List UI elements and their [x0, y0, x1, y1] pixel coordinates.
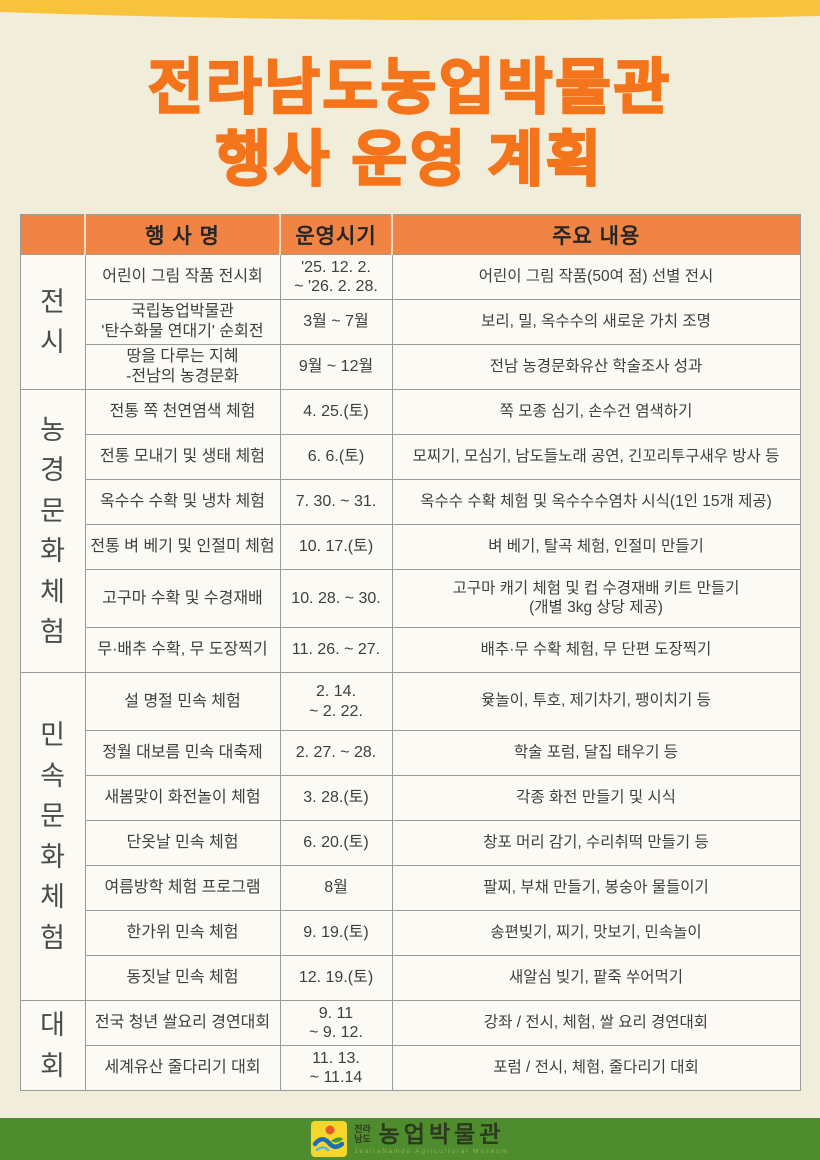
content-cell: 어린이 그림 작품(50여 점) 선별 전시	[391, 254, 801, 300]
poster-title: 전라남도농업박물관 행사 운영 계획	[0, 52, 820, 196]
period-cell: 11. 26. ~ 27.	[279, 627, 393, 673]
table-row: 땅을 다루는 지혜 -전남의 농경문화 9월 ~ 12월 전남 농경문화유산 학…	[20, 344, 801, 390]
event-name-cell: 동짓날 민속 체험	[84, 955, 281, 1001]
footer-bar: 전라남도 농업박물관 JeollaNamdo Agricultural Muse…	[0, 1118, 820, 1160]
event-name-cell: 설 명절 민속 체험	[84, 672, 281, 731]
event-name-cell: 전국 청년 쌀요리 경연대회	[84, 1000, 281, 1046]
event-name-cell: 국립농업박물관 '탄수화물 연대기' 순회전	[84, 299, 281, 345]
content-cell: 보리, 밀, 옥수수의 새로운 가치 조명	[391, 299, 801, 345]
table-row: 전통 벼 베기 및 인절미 체험 10. 17.(토) 벼 베기, 탈곡 체험,…	[20, 524, 801, 570]
period-cell: 4. 25.(토)	[279, 389, 393, 435]
table-row: 농경문화체험 전통 쪽 천연염색 체험 4. 25.(토) 쪽 모종 심기, 손…	[19, 389, 801, 673]
event-name-cell: 정월 대보름 민속 대축제	[84, 730, 281, 776]
content-cell: 윷놀이, 투호, 제기차기, 팽이치기 등	[391, 672, 801, 731]
content-cell: 벼 베기, 탈곡 체험, 인절미 만들기	[391, 524, 801, 570]
table-row: 여름방학 체험 프로그램 8월 팔찌, 부채 만들기, 봉숭아 물들이기	[20, 865, 801, 911]
period-header: 운영시기	[279, 214, 393, 255]
table-row: 국립농업박물관 '탄수화물 연대기' 순회전 3월 ~ 7월 보리, 밀, 옥수…	[20, 299, 801, 345]
event-name-cell: 세계유산 줄다리기 대회	[84, 1045, 281, 1091]
category-cell-farming-culture: 농경문화체험	[19, 389, 86, 673]
logo-subtitle-label: JeollaNamdo Agricultural Museum	[354, 1148, 509, 1155]
category-header-cell	[19, 214, 86, 255]
period-cell: 11. 13. ~ 11.14	[279, 1045, 393, 1091]
period-cell: 12. 19.(토)	[279, 955, 393, 1001]
table-row: 동짓날 민속 체험 12. 19.(토) 새알심 빚기, 팥죽 쑤어먹기	[20, 955, 801, 1001]
period-cell: 9월 ~ 12월	[279, 344, 393, 390]
event-name-cell: 전통 쪽 천연염색 체험	[84, 389, 281, 435]
category-label: 민속문화체험	[40, 720, 65, 953]
poster-title-line1: 전라남도농업박물관	[147, 53, 672, 123]
content-header: 주요 내용	[391, 214, 801, 255]
table-row: 새봄맞이 화전놀이 체험 3. 28.(토) 각종 화전 만들기 및 시식	[20, 775, 801, 821]
content-cell: 창포 머리 감기, 수리취떡 만들기 등	[391, 820, 801, 866]
category-label: 대회	[40, 1010, 65, 1081]
table-row: 정월 대보름 민속 대축제 2. 27. ~ 28. 학술 포럼, 달집 태우기…	[20, 730, 801, 776]
period-cell: 2. 27. ~ 28.	[279, 730, 393, 776]
table-row: 고구마 수확 및 수경재배 10. 28. ~ 30. 고구마 캐기 체험 및 …	[20, 569, 801, 628]
period-cell: 9. 19.(토)	[279, 910, 393, 956]
event-name-cell: 전통 모내기 및 생태 체험	[84, 434, 281, 480]
content-cell: 전남 농경문화유산 학술조사 성과	[391, 344, 801, 390]
content-cell: 고구마 캐기 체험 및 컵 수경재배 키트 만들기 (개별 3kg 상당 제공)	[391, 569, 801, 628]
museum-logo-icon	[311, 1121, 348, 1157]
period-cell: 6. 6.(토)	[279, 434, 393, 480]
event-name-cell: 전통 벼 베기 및 인절미 체험	[84, 524, 281, 570]
table-row: 대회 전국 청년 쌀요리 경연대회 9. 11 ~ 9. 12. 강좌 / 전시…	[19, 1000, 801, 1091]
category-cell-competition: 대회	[19, 1000, 86, 1091]
table-row: 무·배추 수확, 무 도장찍기 11. 26. ~ 27. 배추·무 수확 체험…	[20, 627, 801, 673]
logo-title-label: 농업박물관	[378, 1121, 505, 1147]
table-row: 전통 모내기 및 생태 체험 6. 6.(토) 모찌기, 모심기, 남도들노래 …	[20, 434, 801, 480]
event-name-cell: 여름방학 체험 프로그램	[84, 865, 281, 911]
top-band-decoration	[0, 0, 820, 21]
event-name-cell: 어린이 그림 작품 전시회	[84, 254, 281, 300]
category-label: 전시	[40, 286, 65, 358]
content-cell: 쪽 모종 심기, 손수건 염색하기	[391, 389, 801, 435]
period-cell: 10. 28. ~ 30.	[279, 569, 393, 628]
content-cell: 강좌 / 전시, 체험, 쌀 요리 경연대회	[391, 1000, 801, 1046]
event-name-cell: 고구마 수확 및 수경재배	[84, 569, 281, 628]
category-cell-exhibition: 전시	[19, 254, 86, 390]
museum-logo-text: 전라남도 농업박물관 JeollaNamdo Agricultural Muse…	[354, 1121, 509, 1156]
table-row: 전시 어린이 그림 작품 전시회 '25. 12. 2. ~ '26. 2. 2…	[19, 254, 801, 390]
event-name-cell: 한가위 민속 체험	[84, 910, 281, 956]
table-row: 단옷날 민속 체험 6. 20.(토) 창포 머리 감기, 수리취떡 만들기 등	[20, 820, 801, 866]
museum-logo: 전라남도 농업박물관 JeollaNamdo Agricultural Muse…	[311, 1121, 508, 1157]
period-cell: 6. 20.(토)	[279, 820, 393, 866]
content-cell: 옥수수 수확 체험 및 옥수수수염차 시식(1인 15개 제공)	[391, 479, 801, 525]
table-header-row: 행 사 명 운영시기 주요 내용	[19, 214, 801, 255]
period-cell: 10. 17.(토)	[279, 524, 393, 570]
content-cell: 각종 화전 만들기 및 시식	[391, 775, 801, 821]
content-cell: 배추·무 수확 체험, 무 단편 도장찍기	[391, 627, 801, 673]
table-row: 한가위 민속 체험 9. 19.(토) 송편빚기, 찌기, 맛보기, 민속놀이	[20, 910, 801, 956]
content-cell: 모찌기, 모심기, 남도들노래 공연, 긴꼬리투구새우 방사 등	[391, 434, 801, 480]
period-cell: 9. 11 ~ 9. 12.	[279, 1000, 393, 1046]
content-cell: 새알심 빚기, 팥죽 쑤어먹기	[391, 955, 801, 1001]
content-cell: 포럼 / 전시, 체험, 줄다리기 대회	[391, 1045, 801, 1091]
table-row: 민속문화체험 설 명절 민속 체험 2. 14. ~ 2. 22. 윷놀이, 투…	[19, 672, 801, 1001]
event-name-cell: 땅을 다루는 지혜 -전남의 농경문화	[84, 344, 281, 390]
event-name-cell: 옥수수 수확 및 냉차 체험	[84, 479, 281, 525]
period-cell: 2. 14. ~ 2. 22.	[279, 672, 393, 731]
event-name-cell: 새봄맞이 화전놀이 체험	[84, 775, 281, 821]
table-row: 옥수수 수확 및 냉차 체험 7. 30. ~ 31. 옥수수 수확 체험 및 …	[20, 479, 801, 525]
table-row: 세계유산 줄다리기 대회 11. 13. ~ 11.14 포럼 / 전시, 체험…	[20, 1045, 801, 1091]
period-cell: 3월 ~ 7월	[279, 299, 393, 345]
logo-region-label: 전라남도	[354, 1123, 371, 1144]
period-cell: 8월	[279, 865, 393, 911]
content-cell: 팔찌, 부채 만들기, 봉숭아 물들이기	[391, 865, 801, 911]
event-schedule-table: 행 사 명 운영시기 주요 내용 전시 어린이 그림 작품 전시회 '25. 1…	[19, 214, 801, 1091]
category-label: 농경문화체험	[40, 414, 65, 648]
event-name-cell: 무·배추 수확, 무 도장찍기	[84, 627, 281, 673]
content-cell: 학술 포럼, 달집 태우기 등	[391, 730, 801, 776]
event-name-cell: 단옷날 민속 체험	[84, 820, 281, 866]
period-cell: 3. 28.(토)	[279, 775, 393, 821]
event-name-header: 행 사 명	[84, 214, 281, 255]
period-cell: 7. 30. ~ 31.	[279, 479, 393, 525]
category-cell-folk-culture: 민속문화체험	[19, 672, 86, 1001]
content-cell: 송편빚기, 찌기, 맛보기, 민속놀이	[391, 910, 801, 956]
period-cell: '25. 12. 2. ~ '26. 2. 28.	[279, 254, 393, 300]
poster-title-line2: 행사 운영 계획	[214, 125, 605, 195]
